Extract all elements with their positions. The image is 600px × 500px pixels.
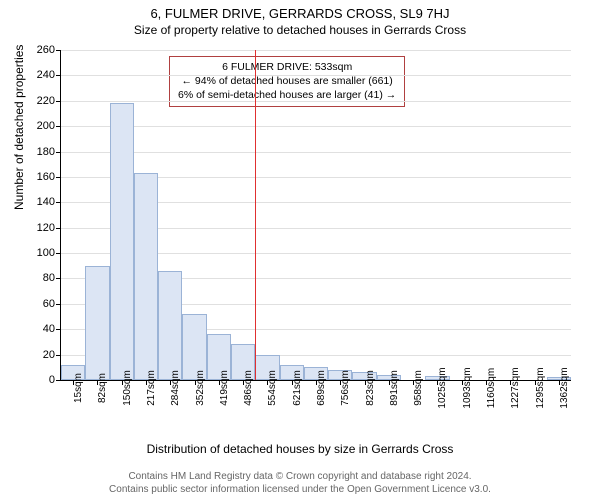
y-tick-label: 100 bbox=[37, 247, 55, 259]
y-tick-mark bbox=[56, 380, 61, 381]
y-tick-mark bbox=[56, 329, 61, 330]
x-tick-label: 217sqm bbox=[146, 370, 157, 406]
x-tick-mark bbox=[122, 380, 123, 385]
y-tick-mark bbox=[56, 101, 61, 102]
y-tick-mark bbox=[56, 253, 61, 254]
y-tick-label: 240 bbox=[37, 69, 55, 81]
y-tick-label: 120 bbox=[37, 222, 55, 234]
grid-line bbox=[61, 75, 571, 76]
x-tick-label: 352sqm bbox=[195, 370, 206, 406]
y-tick-label: 20 bbox=[43, 349, 55, 361]
x-axis-label: Distribution of detached houses by size … bbox=[0, 442, 600, 456]
annotation-line1: 6 FULMER DRIVE: 533sqm bbox=[178, 60, 396, 74]
x-tick-label: 1025sqm bbox=[437, 367, 448, 408]
x-tick-mark bbox=[267, 380, 268, 385]
x-tick-mark bbox=[365, 380, 366, 385]
x-tick-label: 891sqm bbox=[389, 370, 400, 406]
x-tick-mark bbox=[462, 380, 463, 385]
y-tick-mark bbox=[56, 228, 61, 229]
y-tick-label: 80 bbox=[43, 272, 55, 284]
y-tick-mark bbox=[56, 152, 61, 153]
grid-line bbox=[61, 50, 571, 51]
y-tick-label: 260 bbox=[37, 44, 55, 56]
y-tick-label: 220 bbox=[37, 95, 55, 107]
x-tick-label: 621sqm bbox=[292, 370, 303, 406]
y-tick-label: 160 bbox=[37, 171, 55, 183]
x-tick-label: 1160sqm bbox=[486, 368, 497, 408]
x-tick-label: 689sqm bbox=[316, 370, 327, 406]
x-tick-label: 823sqm bbox=[365, 370, 376, 406]
y-tick-mark bbox=[56, 278, 61, 279]
histogram-bar bbox=[85, 266, 109, 380]
y-tick-mark bbox=[56, 355, 61, 356]
annotation-box: 6 FULMER DRIVE: 533sqm ← 94% of detached… bbox=[169, 56, 405, 107]
x-tick-mark bbox=[316, 380, 317, 385]
y-tick-label: 180 bbox=[37, 146, 55, 158]
x-tick-label: 1362sqm bbox=[559, 367, 570, 408]
chart-footer: Contains HM Land Registry data © Crown c… bbox=[0, 470, 600, 496]
x-tick-mark bbox=[535, 380, 536, 385]
x-tick-label: 486sqm bbox=[243, 370, 254, 406]
x-tick-mark bbox=[413, 380, 414, 385]
histogram-bar bbox=[110, 103, 134, 380]
x-tick-label: 15sqm bbox=[73, 373, 84, 403]
grid-line bbox=[61, 101, 571, 102]
x-tick-mark bbox=[195, 380, 196, 385]
chart-title-main: 6, FULMER DRIVE, GERRARDS CROSS, SL9 7HJ bbox=[0, 0, 600, 21]
y-tick-mark bbox=[56, 75, 61, 76]
y-tick-label: 140 bbox=[37, 196, 55, 208]
histogram-bar bbox=[158, 271, 182, 380]
footer-line1: Contains HM Land Registry data © Crown c… bbox=[0, 470, 600, 483]
y-tick-mark bbox=[56, 177, 61, 178]
x-tick-label: 756sqm bbox=[340, 370, 351, 406]
y-tick-label: 60 bbox=[43, 298, 55, 310]
x-tick-label: 554sqm bbox=[267, 370, 278, 406]
x-tick-label: 1093sqm bbox=[462, 367, 473, 408]
x-tick-mark bbox=[97, 380, 98, 385]
x-tick-label: 284sqm bbox=[170, 370, 181, 406]
x-tick-mark bbox=[559, 380, 560, 385]
x-tick-mark bbox=[437, 380, 438, 385]
y-tick-label: 200 bbox=[37, 120, 55, 132]
y-tick-mark bbox=[56, 126, 61, 127]
x-tick-mark bbox=[146, 380, 147, 385]
y-tick-label: 0 bbox=[49, 374, 55, 386]
y-tick-mark bbox=[56, 304, 61, 305]
x-tick-mark bbox=[510, 380, 511, 385]
histogram-bar bbox=[134, 173, 158, 380]
y-tick-label: 40 bbox=[43, 323, 55, 335]
y-tick-mark bbox=[56, 50, 61, 51]
x-tick-mark bbox=[486, 380, 487, 385]
chart-container: 6, FULMER DRIVE, GERRARDS CROSS, SL9 7HJ… bbox=[0, 0, 600, 500]
x-tick-mark bbox=[219, 380, 220, 385]
grid-line bbox=[61, 126, 571, 127]
x-tick-label: 419sqm bbox=[219, 370, 230, 406]
grid-line bbox=[61, 152, 571, 153]
plot-area: 6 FULMER DRIVE: 533sqm ← 94% of detached… bbox=[60, 50, 571, 381]
x-tick-mark bbox=[243, 380, 244, 385]
x-tick-label: 82sqm bbox=[97, 373, 108, 403]
x-tick-label: 150sqm bbox=[122, 370, 133, 406]
chart-title-sub: Size of property relative to detached ho… bbox=[0, 21, 600, 37]
y-axis-label: Number of detached properties bbox=[12, 45, 26, 210]
x-tick-label: 1295sqm bbox=[535, 367, 546, 408]
x-tick-label: 958sqm bbox=[413, 370, 424, 406]
y-tick-mark bbox=[56, 202, 61, 203]
x-tick-mark bbox=[292, 380, 293, 385]
x-tick-mark bbox=[170, 380, 171, 385]
x-tick-label: 1227sqm bbox=[510, 367, 521, 408]
x-tick-mark bbox=[340, 380, 341, 385]
reference-line bbox=[255, 50, 256, 380]
x-tick-mark bbox=[389, 380, 390, 385]
x-tick-mark bbox=[73, 380, 74, 385]
footer-line2: Contains public sector information licen… bbox=[0, 483, 600, 496]
